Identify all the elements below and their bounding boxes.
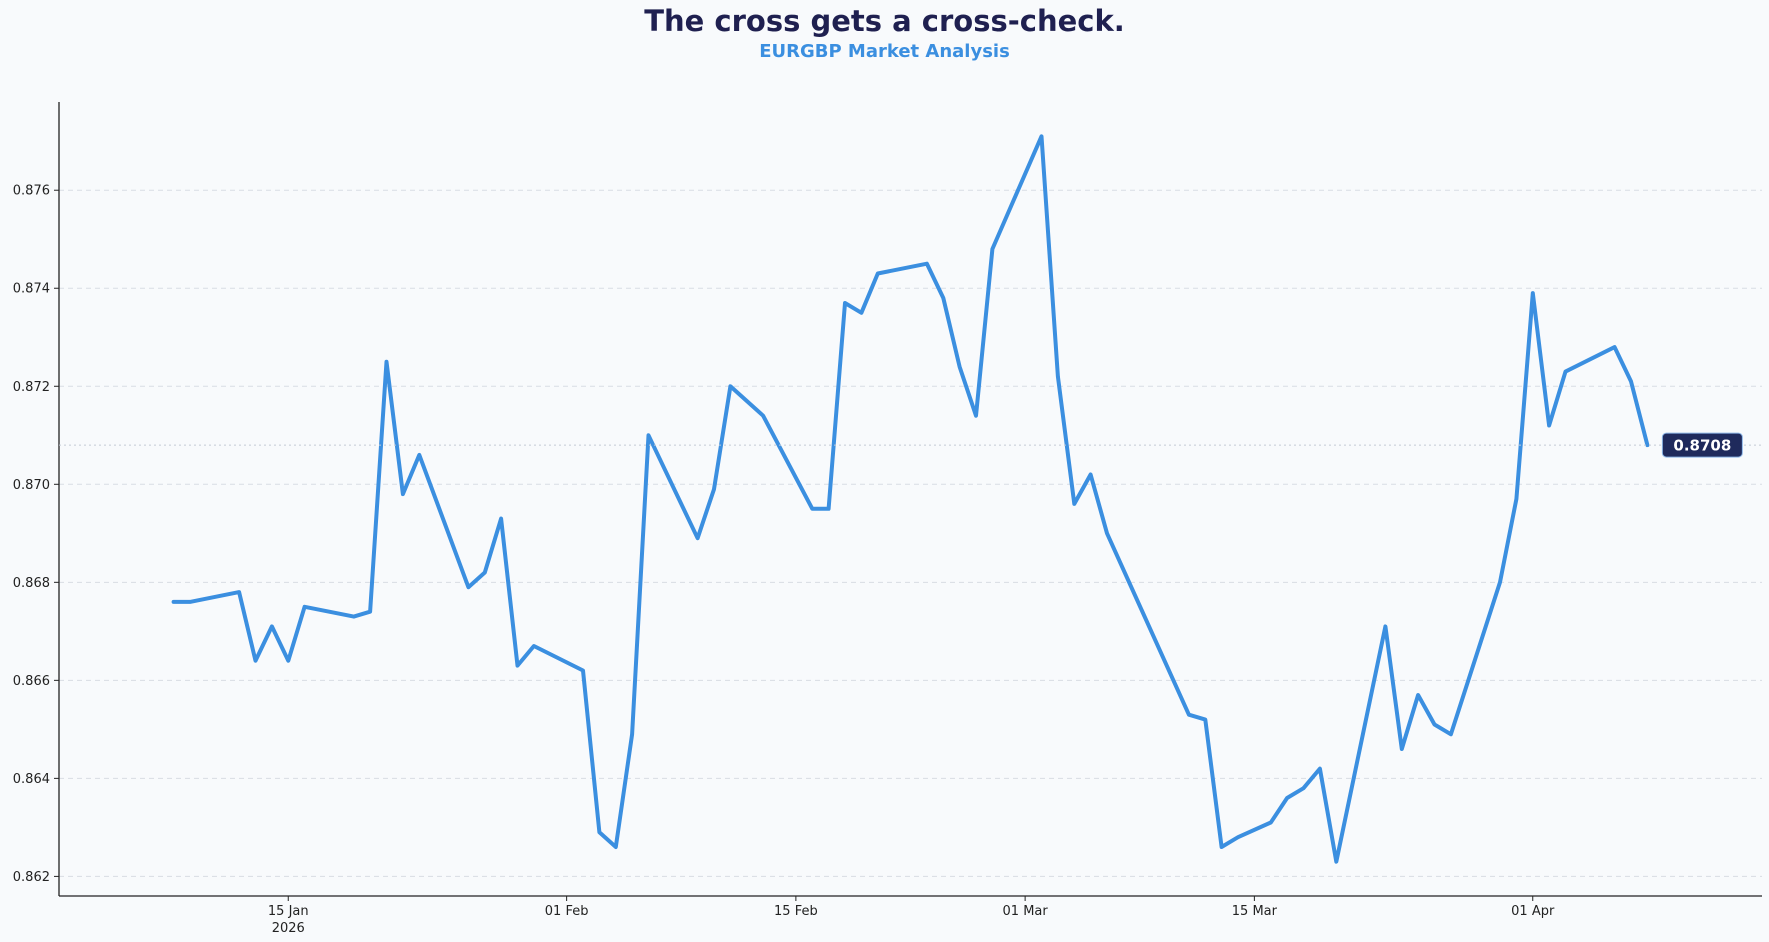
y-tick-label: 0.874 [13, 282, 50, 297]
chart-title: The cross gets a cross-check. [644, 4, 1125, 38]
y-tick-label: 0.876 [13, 184, 50, 199]
y-tick-label: 0.868 [13, 576, 50, 591]
y-tick-label: 0.870 [13, 478, 50, 493]
last-value-label: 0.8708 [1673, 437, 1731, 455]
x-tick-label: 01 Feb [545, 904, 589, 919]
series-line [171, 134, 1650, 864]
y-tick-label: 0.866 [13, 674, 50, 689]
x-tick-label: 15 Mar [1232, 904, 1278, 919]
y-tick-label: 0.862 [13, 870, 50, 885]
x-tick-sublabel: 2026 [272, 921, 305, 936]
last-value-badge [1661, 432, 1743, 458]
x-tick-label: 01 Mar [1003, 904, 1049, 919]
x-tick-label: 15 Feb [774, 904, 818, 919]
x-tick-label: 01 Apr [1511, 904, 1555, 919]
y-tick-label: 0.872 [13, 380, 50, 395]
y-tick-label: 0.864 [13, 772, 50, 787]
x-tick-label: 15 Jan [268, 904, 309, 919]
chart-subtitle: EURGBP Market Analysis [759, 41, 1010, 62]
